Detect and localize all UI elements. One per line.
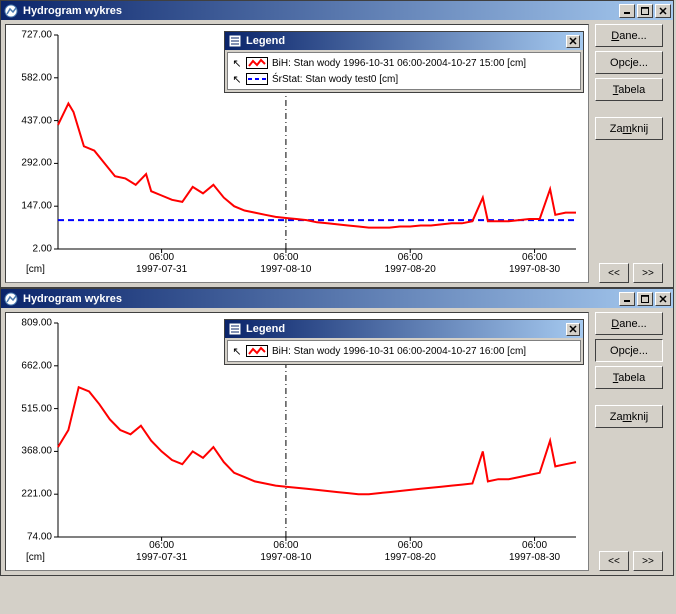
zamknij-button[interactable]: Zamknij xyxy=(595,405,663,428)
legend-panel[interactable]: Legend ↖ BiH: Stan wody 1996-10-31 06:00… xyxy=(224,31,584,93)
legend-close-button[interactable] xyxy=(566,35,580,48)
x-tick-date: 1997-08-20 xyxy=(385,264,436,275)
x-tick-time: 06:00 xyxy=(273,540,298,551)
minimize-button[interactable] xyxy=(619,292,635,306)
opcje-button[interactable]: Opcje... xyxy=(595,339,663,362)
next-button[interactable]: >> xyxy=(633,263,663,283)
legend-sample xyxy=(246,345,268,357)
x-tick-date: 1997-08-30 xyxy=(509,552,560,563)
legend-sample xyxy=(246,57,268,69)
x-tick-time: 06:00 xyxy=(522,252,547,263)
close-button[interactable] xyxy=(655,292,671,306)
prev-button[interactable]: << xyxy=(599,263,629,283)
y-tick-label: 727.00 xyxy=(12,30,52,41)
x-tick-date: 1997-08-20 xyxy=(385,552,436,563)
y-tick-label: 2.00 xyxy=(12,244,52,255)
legend-item: ↖ ŚrStat: Stan wody test0 [cm] xyxy=(232,71,576,87)
legend-label: ŚrStat: Stan wody test0 [cm] xyxy=(272,74,398,85)
y-tick-label: 221.00 xyxy=(12,489,52,500)
cursor-icon: ↖ xyxy=(232,345,242,358)
y-tick-label: 515.00 xyxy=(12,403,52,414)
legend-panel[interactable]: Legend ↖ BiH: Stan wody 1996-10-31 06:00… xyxy=(224,319,584,365)
legend-item: ↖ BiH: Stan wody 1996-10-31 06:00-2004-1… xyxy=(232,55,576,71)
maximize-button[interactable] xyxy=(637,292,653,306)
close-button[interactable] xyxy=(655,4,671,18)
x-tick-time: 06:00 xyxy=(398,252,423,263)
y-tick-label: 74.00 xyxy=(12,532,52,543)
legend-title-text: Legend xyxy=(246,35,285,47)
next-button[interactable]: >> xyxy=(633,551,663,571)
legend-icon xyxy=(228,34,242,48)
dane-button[interactable]: Dane... xyxy=(595,24,663,47)
x-tick-time: 06:00 xyxy=(149,252,174,263)
x-tick-time: 06:00 xyxy=(149,540,174,551)
titlebar[interactable]: Hydrogram wykres xyxy=(1,289,673,308)
x-tick-time: 06:00 xyxy=(522,540,547,551)
hydrogram-window: Hydrogram wykres 727.00 582.00 437.00 292.0… xyxy=(0,0,674,288)
x-tick-date: 1997-07-31 xyxy=(136,264,187,275)
legend-item: ↖ BiH: Stan wody 1996-10-31 06:00-2004-1… xyxy=(232,343,576,359)
y-tick-label: 368.00 xyxy=(12,446,52,457)
x-tick-date: 1997-08-10 xyxy=(260,552,311,563)
x-tick-time: 06:00 xyxy=(273,252,298,263)
legend-label: BiH: Stan wody 1996-10-31 06:00-2004-10-… xyxy=(272,346,526,357)
y-tick-label: 662.00 xyxy=(12,360,52,371)
tabela-button[interactable]: Tabela xyxy=(595,366,663,389)
legend-title-text: Legend xyxy=(246,323,285,335)
side-panel: Dane... Opcje... Tabela Zamknij << >> xyxy=(595,312,663,571)
y-tick-label: 292.00 xyxy=(12,158,52,169)
legend-titlebar[interactable]: Legend xyxy=(225,32,583,50)
hydrogram-window: Hydrogram wykres 809.00 662.00 515.00 368.0… xyxy=(0,288,674,576)
prev-button[interactable]: << xyxy=(599,551,629,571)
x-tick-date: 1997-08-30 xyxy=(509,264,560,275)
y-tick-label: 437.00 xyxy=(12,115,52,126)
maximize-button[interactable] xyxy=(637,4,653,18)
y-axis-unit: [cm] xyxy=(26,552,45,563)
legend-body: ↖ BiH: Stan wody 1996-10-31 06:00-2004-1… xyxy=(227,340,581,362)
titlebar[interactable]: Hydrogram wykres xyxy=(1,1,673,20)
chart-area[interactable]: 809.00 662.00 515.00 368.00 221.00 74.00 06:0… xyxy=(5,312,589,571)
y-axis-unit: [cm] xyxy=(26,264,45,275)
y-tick-label: 809.00 xyxy=(12,318,52,329)
x-tick-date: 1997-07-31 xyxy=(136,552,187,563)
app-icon xyxy=(3,3,19,19)
x-tick-date: 1997-08-10 xyxy=(260,264,311,275)
cursor-icon: ↖ xyxy=(232,73,242,86)
tabela-button[interactable]: Tabela xyxy=(595,78,663,101)
y-tick-label: 147.00 xyxy=(12,201,52,212)
side-panel: Dane... Opcje... Tabela Zamknij << >> xyxy=(595,24,663,283)
cursor-icon: ↖ xyxy=(232,57,242,70)
legend-icon xyxy=(228,322,242,336)
chart-area[interactable]: 727.00 582.00 437.00 292.00 147.00 2.00 06:00… xyxy=(5,24,589,283)
x-tick-time: 06:00 xyxy=(398,540,423,551)
dane-button[interactable]: Dane... xyxy=(595,312,663,335)
opcje-button[interactable]: Opcje... xyxy=(595,51,663,74)
legend-label: BiH: Stan wody 1996-10-31 06:00-2004-10-… xyxy=(272,58,526,69)
window-title: Hydrogram wykres xyxy=(23,5,617,17)
legend-titlebar[interactable]: Legend xyxy=(225,320,583,338)
window-title: Hydrogram wykres xyxy=(23,293,617,305)
zamknij-button[interactable]: Zamknij xyxy=(595,117,663,140)
app-icon xyxy=(3,291,19,307)
y-tick-label: 582.00 xyxy=(12,72,52,83)
minimize-button[interactable] xyxy=(619,4,635,18)
legend-body: ↖ BiH: Stan wody 1996-10-31 06:00-2004-1… xyxy=(227,52,581,90)
legend-close-button[interactable] xyxy=(566,323,580,336)
legend-sample xyxy=(246,73,268,85)
